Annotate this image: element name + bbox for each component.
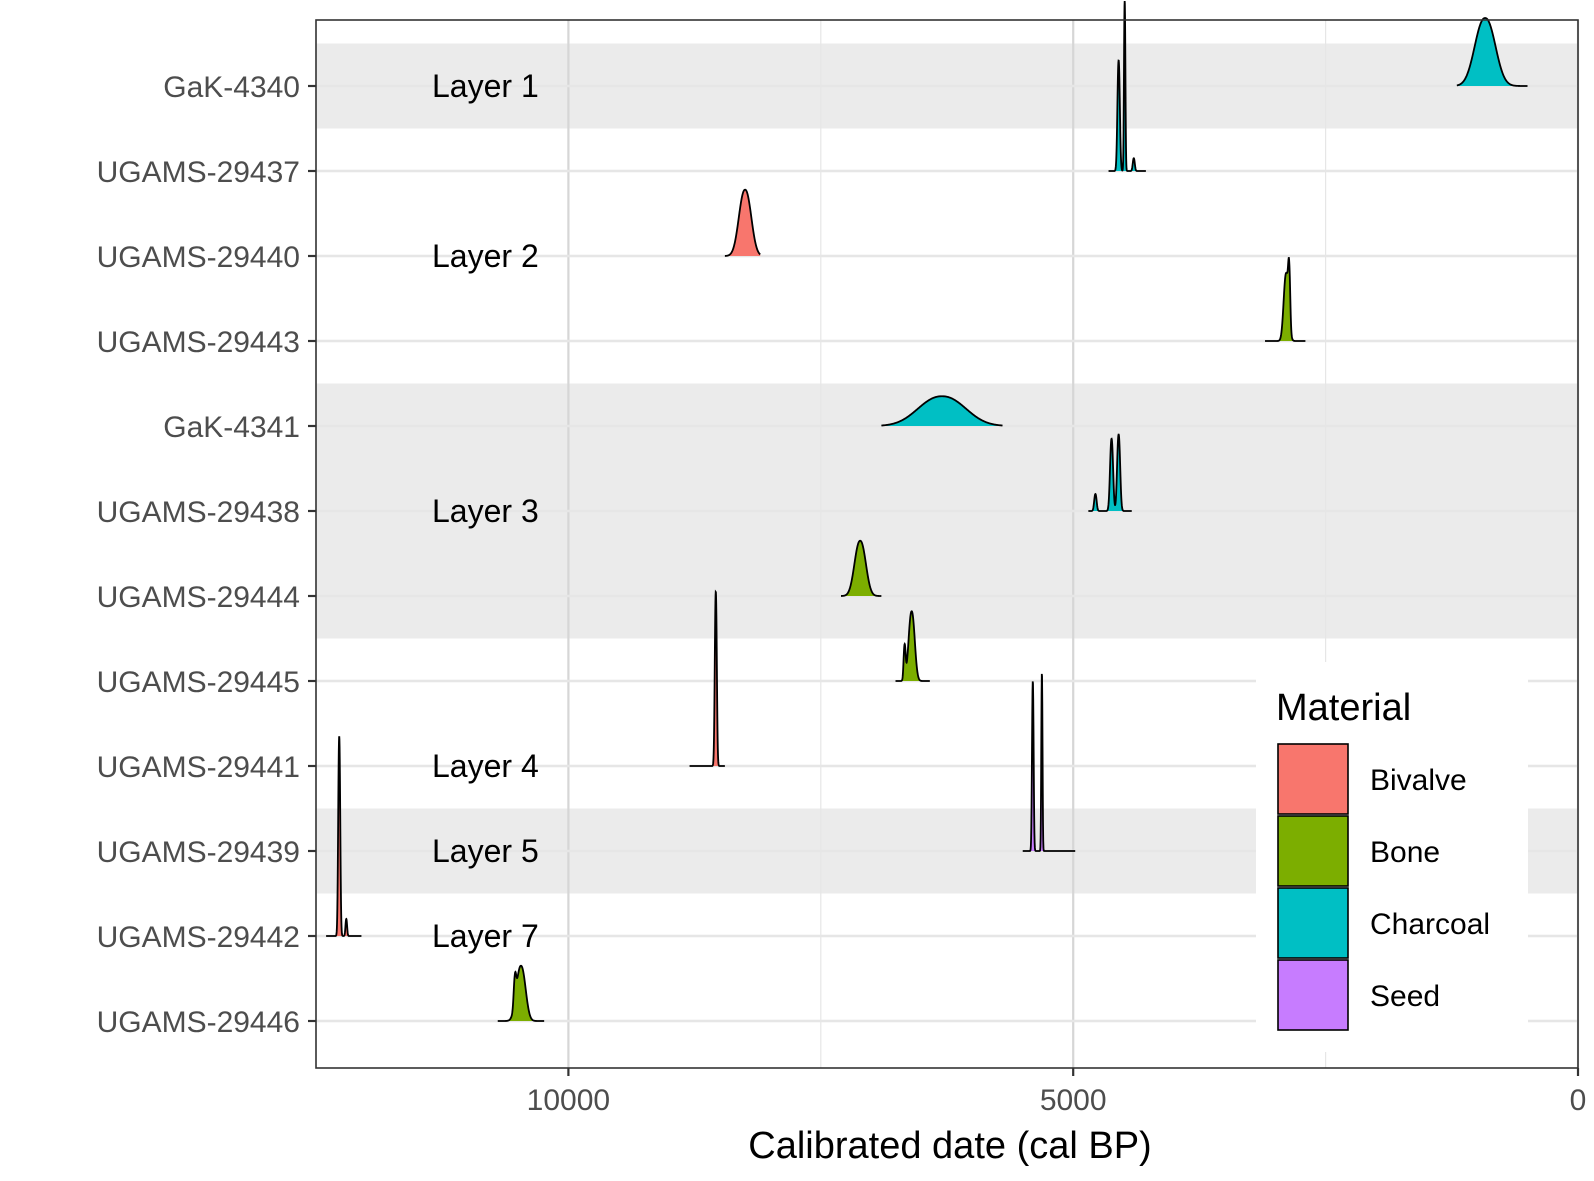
y-tick-label: GaK-4341 bbox=[163, 411, 300, 444]
density-fill-ugams-29443 bbox=[1265, 257, 1306, 341]
y-tick-label: UGAMS-29438 bbox=[97, 496, 300, 529]
y-tick-label: UGAMS-29445 bbox=[97, 666, 300, 699]
density-fill-ugams-29440 bbox=[724, 189, 761, 256]
legend: Material Bivalve Bone Charcoal Seed bbox=[1256, 662, 1528, 1052]
layer-label: Layer 3 bbox=[432, 493, 539, 529]
y-tick-label: UGAMS-29440 bbox=[97, 241, 300, 274]
legend-key-bone bbox=[1277, 815, 1349, 887]
density-fill-ugams-29444 bbox=[840, 540, 882, 596]
y-tick-label: UGAMS-29437 bbox=[97, 156, 300, 189]
x-tick-label: 10000 bbox=[527, 1084, 610, 1117]
legend-label-bone: Bone bbox=[1370, 836, 1440, 869]
y-tick-label: UGAMS-29446 bbox=[97, 1006, 300, 1039]
y-axis: GaK-4340 UGAMS-29437 UGAMS-29440 UGAMS-2944… bbox=[97, 71, 316, 1039]
legend-title: Material bbox=[1276, 687, 1411, 729]
legend-label-seed: Seed bbox=[1370, 980, 1440, 1013]
legend-key-seed bbox=[1277, 959, 1349, 1031]
density-line-ugams-29446 bbox=[497, 964, 545, 1022]
y-tick-label: UGAMS-29439 bbox=[97, 836, 300, 869]
plot-panel-border bbox=[315, 19, 1579, 1069]
density-fill-gak-4340 bbox=[1456, 18, 1528, 86]
density-fill-gak-4341 bbox=[881, 396, 1003, 426]
density-line-ugams-29438 bbox=[1088, 433, 1132, 512]
layer-label: Layer 2 bbox=[432, 238, 539, 274]
density-line-ugams-29439 bbox=[1022, 673, 1076, 852]
x-tick-label: 0 bbox=[1570, 1084, 1587, 1117]
density-fill-ugams-29446 bbox=[497, 965, 545, 1021]
density-line-ugams-29445 bbox=[895, 610, 930, 682]
y-tick-label: UGAMS-29441 bbox=[97, 751, 300, 784]
x-axis: 10000 5000 0 bbox=[527, 1068, 1587, 1117]
x-tick-label: 5000 bbox=[1040, 1084, 1107, 1117]
layer-label: Layer 5 bbox=[432, 833, 539, 869]
density-line-gak-4341 bbox=[881, 395, 1003, 427]
density-line-ugams-29440 bbox=[724, 188, 761, 257]
layer-label: Layer 4 bbox=[432, 748, 539, 784]
density-line-gak-4340 bbox=[1456, 17, 1528, 87]
y-tick-label: UGAMS-29443 bbox=[97, 326, 300, 359]
density-line-ugams-29443 bbox=[1265, 256, 1306, 342]
density-line-ugams-29442 bbox=[326, 736, 362, 937]
legend-key-bivalve bbox=[1277, 743, 1349, 815]
legend-label-charcoal: Charcoal bbox=[1370, 908, 1490, 941]
y-tick-label: GaK-4340 bbox=[163, 71, 300, 104]
density-line-ugams-29444 bbox=[840, 539, 882, 597]
y-tick-label: UGAMS-29444 bbox=[97, 581, 300, 614]
density-line-ugams-29437 bbox=[1108, 0, 1146, 172]
layer-labels: Layer 1 Layer 2 Layer 3 Layer 4 Layer 5 Layer… bbox=[432, 68, 539, 954]
legend-label-bivalve: Bivalve bbox=[1370, 764, 1467, 797]
layer-label: Layer 7 bbox=[432, 918, 539, 954]
x-axis-title: Calibrated date (cal BP) bbox=[748, 1125, 1151, 1167]
legend-key-charcoal bbox=[1277, 887, 1349, 959]
y-tick-label: UGAMS-29442 bbox=[97, 921, 300, 954]
density-line-ugams-29441 bbox=[689, 589, 725, 767]
density-curves bbox=[326, 0, 1528, 1022]
layer-label: Layer 1 bbox=[432, 68, 539, 104]
